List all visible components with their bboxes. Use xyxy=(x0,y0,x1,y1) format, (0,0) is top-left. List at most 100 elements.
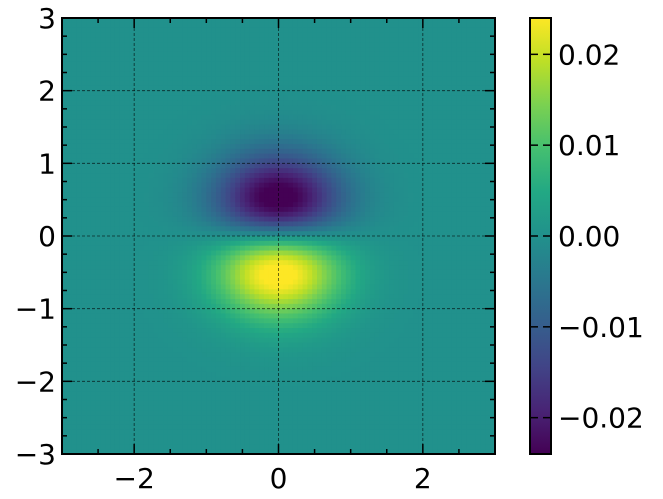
heatmap-cell xyxy=(163,400,169,407)
heatmap-cell xyxy=(105,129,111,135)
heatmap-cell xyxy=(138,294,145,300)
heatmap-cell xyxy=(316,168,323,174)
heatmap-cell xyxy=(240,134,246,140)
heatmap-cell xyxy=(292,269,299,276)
heatmap-cell xyxy=(100,216,106,223)
heatmap-cell xyxy=(321,158,328,164)
heatmap-cell xyxy=(71,395,78,402)
heatmap-cell xyxy=(119,245,126,252)
heatmap-cell xyxy=(172,386,179,392)
heatmap-cell xyxy=(134,42,140,48)
heatmap-cell xyxy=(321,386,328,392)
heatmap-cell xyxy=(283,250,289,256)
heatmap-cell xyxy=(288,158,294,164)
heatmap-cell xyxy=(244,381,251,387)
heatmap-cell xyxy=(292,129,299,135)
heatmap-cell xyxy=(177,289,183,295)
heatmap-cell xyxy=(105,415,111,421)
heatmap-cell xyxy=(278,158,284,164)
heatmap-cell xyxy=(288,332,294,339)
heatmap-cell xyxy=(196,66,203,72)
heatmap-cell xyxy=(225,173,231,179)
heatmap-cell xyxy=(196,323,203,329)
heatmap-cell xyxy=(201,245,207,252)
heatmap-cell xyxy=(105,168,111,174)
heatmap-cell xyxy=(297,265,304,271)
heatmap-cell xyxy=(62,27,68,34)
heatmap-cell xyxy=(148,332,155,339)
heatmap-cell xyxy=(76,279,82,286)
heatmap-cell xyxy=(167,100,174,106)
heatmap-cell xyxy=(71,313,78,319)
heatmap-cell xyxy=(148,143,155,150)
heatmap-cell xyxy=(302,42,308,48)
heatmap-cell xyxy=(254,32,260,38)
heatmap-cell xyxy=(148,85,155,92)
heatmap-cell xyxy=(76,400,82,407)
heatmap-cell xyxy=(302,71,308,77)
heatmap-cell xyxy=(66,255,73,261)
heatmap-cell xyxy=(177,221,183,227)
heatmap-cell xyxy=(211,250,217,256)
heatmap-cell xyxy=(66,61,73,68)
heatmap-cell xyxy=(292,197,299,203)
heatmap-cell xyxy=(138,139,145,145)
heatmap-cell xyxy=(220,163,227,169)
heatmap-cell xyxy=(326,226,333,232)
heatmap-cell xyxy=(71,148,78,155)
heatmap-cell xyxy=(235,76,241,82)
heatmap-cell xyxy=(148,347,155,353)
heatmap-cell xyxy=(66,444,73,450)
heatmap-cell xyxy=(119,71,126,77)
heatmap-cell xyxy=(316,303,323,310)
heatmap-cell xyxy=(191,405,198,411)
heatmap-cell xyxy=(62,168,68,174)
heatmap-cell xyxy=(167,22,174,29)
heatmap-cell xyxy=(307,386,313,392)
heatmap-cell xyxy=(307,303,313,310)
heatmap-cell xyxy=(71,158,78,164)
heatmap-cell xyxy=(321,347,328,353)
heatmap-cell xyxy=(211,37,217,43)
heatmap-cell xyxy=(288,444,294,450)
heatmap-cell xyxy=(177,153,183,160)
heatmap-cell xyxy=(81,371,87,378)
heatmap-cell xyxy=(288,429,294,436)
heatmap-cell xyxy=(95,332,102,339)
heatmap-cell xyxy=(86,100,92,106)
heatmap-cell xyxy=(211,439,217,445)
heatmap-cell xyxy=(86,182,92,189)
heatmap-cell xyxy=(307,391,313,397)
heatmap-cell xyxy=(316,255,323,261)
heatmap-cell xyxy=(321,308,328,315)
heatmap-cell xyxy=(138,42,145,48)
heatmap-cell xyxy=(215,269,222,276)
heatmap-cell xyxy=(201,308,207,315)
heatmap-cell xyxy=(321,66,328,72)
heatmap-cell xyxy=(148,274,155,281)
heatmap-cell xyxy=(124,250,130,256)
heatmap-cell xyxy=(114,66,121,72)
heatmap-cell xyxy=(110,366,116,373)
heatmap-cell xyxy=(220,313,227,319)
heatmap-cell xyxy=(196,250,203,256)
heatmap-cell xyxy=(71,226,78,232)
heatmap-cell xyxy=(110,42,116,48)
heatmap-cell xyxy=(114,95,121,101)
heatmap-cell xyxy=(134,206,140,213)
heatmap-cell xyxy=(90,236,97,242)
heatmap-cell xyxy=(163,177,169,184)
heatmap-cell xyxy=(124,284,130,290)
heatmap-cell xyxy=(71,352,78,358)
heatmap-cell xyxy=(138,313,145,319)
heatmap-cell xyxy=(172,32,179,38)
heatmap-cell xyxy=(187,85,193,92)
heatmap-cell xyxy=(138,381,145,387)
heatmap-cell xyxy=(76,134,82,140)
heatmap-cell xyxy=(235,298,241,305)
heatmap-cell xyxy=(312,56,318,63)
heatmap-cell xyxy=(321,415,328,421)
heatmap-cell xyxy=(119,444,126,450)
heatmap-cell xyxy=(264,328,270,334)
heatmap-cell xyxy=(81,100,87,106)
